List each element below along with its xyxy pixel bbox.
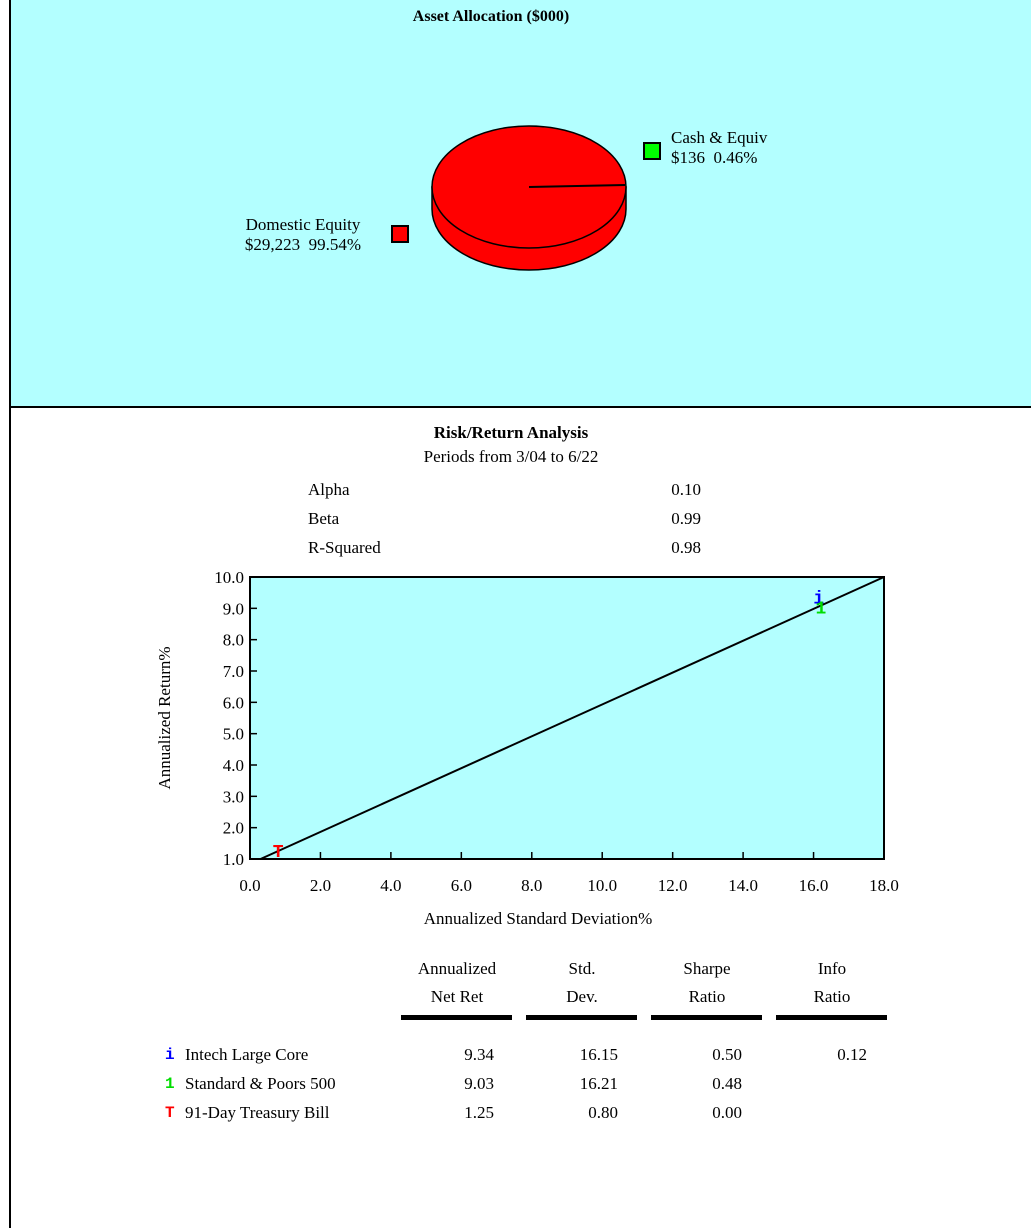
row-net-ret: 1.25: [464, 1103, 494, 1122]
col-underline: [526, 1015, 637, 1020]
x-tick-label: 16.0: [799, 876, 829, 895]
row-name: 91-Day Treasury Bill: [185, 1103, 330, 1122]
risk-title: Risk/Return Analysis: [433, 423, 589, 442]
legend-domestic-equity-amount: $29,223: [244, 235, 301, 254]
x-tick-label: 0.0: [239, 876, 260, 895]
allocation-pie-chart: [431, 125, 627, 271]
x-tick-label: 8.0: [521, 876, 542, 895]
col-head-std-dev-line1: Std.: [568, 959, 596, 978]
col-head-net-ret-line2: Net Ret: [430, 987, 484, 1006]
row-info: 0.12: [837, 1045, 867, 1064]
stat-rsquared-value: 0.98: [671, 538, 701, 557]
y-tick-label: 10.0: [214, 568, 244, 587]
market-line: [260, 576, 885, 860]
legend-cash-values: $136 0.46%: [671, 148, 767, 168]
legend-cash-name: Cash & Equiv: [671, 128, 768, 147]
row-net-ret: 9.34: [464, 1045, 494, 1064]
y-tick-label: 4.0: [223, 756, 244, 775]
x-tick-label: 14.0: [728, 876, 758, 895]
y-tick-label: 7.0: [223, 662, 244, 681]
col-head-net-ret: Annualized Net Ret: [397, 955, 517, 1011]
stat-alpha-value: 0.10: [671, 480, 701, 499]
row-net-ret: 9.03: [464, 1074, 494, 1093]
row-name: Standard & Poors 500: [185, 1074, 336, 1093]
x-axis-title: Annualized Standard Deviation%: [424, 909, 653, 928]
legend-domestic-equity-name: Domestic Equity: [245, 215, 361, 234]
pie-slice-cash-equiv: [528, 184, 626, 188]
legend-domestic-equity-percent: 99.54%: [308, 235, 362, 254]
x-tick-label: 4.0: [380, 876, 401, 895]
col-underline: [776, 1015, 887, 1020]
row-sharpe: 0.00: [712, 1103, 742, 1122]
row-std-dev: 16.15: [579, 1045, 618, 1064]
col-head-info: Info Ratio: [772, 955, 892, 1011]
col-head-sharpe: Sharpe Ratio: [647, 955, 767, 1011]
scatter-points: i1 T: [273, 590, 827, 863]
x-tick-label: 6.0: [451, 876, 472, 895]
legend-cash: Cash & Equiv $136 0.46%: [671, 128, 767, 168]
row-std-dev: 16.21: [579, 1074, 618, 1093]
col-underline: [651, 1015, 762, 1020]
row-std-dev: 0.80: [588, 1103, 618, 1122]
col-head-info-line2: Ratio: [813, 987, 851, 1006]
y-tick-label: 2.0: [223, 819, 244, 838]
y-tick-label: 8.0: [223, 631, 244, 650]
risk-return-scatter: 1.0 2.0 3.0 4.0 5.0 6.0 7.0 8.0 9.0 10.0 0.0 2.0 4.…: [155, 568, 899, 928]
risk-return-panel: Risk/Return Analysis Periods from 3/04 t…: [9, 408, 1031, 1228]
legend-swatch-domestic-equity: [391, 225, 409, 243]
x-tick-label: 12.0: [658, 876, 688, 895]
legend-cash-amount: $136: [671, 148, 705, 167]
row-marker: i: [165, 1046, 175, 1064]
col-head-sharpe-line2: Ratio: [688, 987, 726, 1006]
y-tick-label: 3.0: [223, 787, 244, 806]
stat-beta-value: 0.99: [671, 509, 701, 528]
legend-domestic-equity: Domestic Equity $29,223 99.54%: [223, 215, 383, 255]
row-marker: 1: [165, 1075, 175, 1093]
legend-swatch-cash: [643, 142, 661, 160]
col-head-std-dev: Std. Dev.: [522, 955, 642, 1011]
allocation-title: Asset Allocation ($000): [412, 8, 570, 25]
stat-alpha-label: Alpha: [308, 480, 350, 499]
scatter-point-1: 1: [816, 599, 827, 619]
y-axis-title: Annualized Return%: [155, 646, 174, 789]
legend-cash-percent: 0.46%: [713, 148, 758, 167]
col-head-info-line1: Info: [817, 959, 847, 978]
x-tick-label: 10.0: [587, 876, 617, 895]
y-tick-label: 5.0: [223, 725, 244, 744]
col-head-sharpe-line1: Sharpe: [683, 959, 731, 978]
scatter-point-i: i: [813, 590, 824, 610]
row-sharpe: 0.50: [712, 1045, 742, 1064]
col-underline: [401, 1015, 512, 1020]
row-marker: T: [165, 1104, 175, 1122]
y-axis: 1.0 2.0 3.0 4.0 5.0 6.0 7.0 8.0 9.0 10.0: [214, 568, 257, 869]
asset-allocation-panel: Asset Allocation ($000) Cash & Equiv $13…: [9, 0, 1031, 408]
x-tick-label: 2.0: [310, 876, 331, 895]
col-head-net-ret-line1: Annualized: [417, 959, 497, 978]
x-axis: 0.0 2.0 4.0 6.0 8.0 10.0 12.0 14.0 16.0 18.0: [239, 852, 899, 895]
x-tick-label: 18.0: [869, 876, 899, 895]
legend-domestic-equity-values: $29,223 99.54%: [223, 235, 383, 255]
y-tick-label: 9.0: [223, 599, 244, 618]
row-name: Intech Large Core: [185, 1045, 309, 1064]
row-sharpe: 0.48: [712, 1074, 742, 1093]
risk-subtitle: Periods from 3/04 to 6/22: [423, 447, 599, 466]
stat-rsquared-label: R-Squared: [308, 538, 381, 557]
scatter-point-T: T: [273, 843, 284, 863]
y-tick-label: 6.0: [223, 693, 244, 712]
col-head-std-dev-line2: Dev.: [566, 987, 598, 1006]
stat-beta-label: Beta: [308, 509, 340, 528]
y-tick-label: 1.0: [223, 850, 244, 869]
